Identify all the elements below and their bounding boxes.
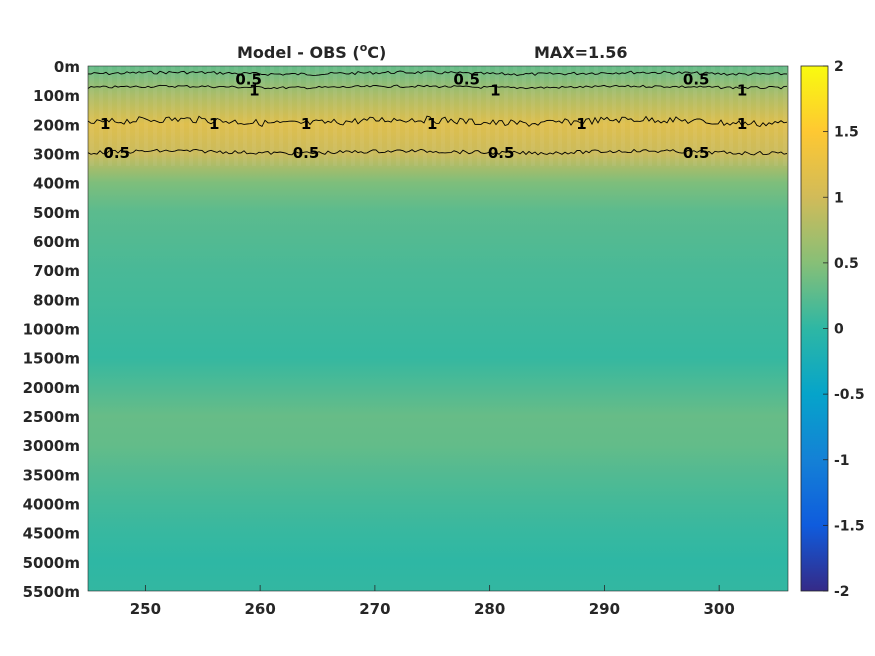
contour-label: 0.5 — [488, 144, 515, 162]
colorbar-tick-label: -2 — [834, 584, 850, 600]
heatmap-texture — [88, 66, 788, 166]
contour-label: 1 — [737, 115, 747, 133]
contour-label: 1 — [427, 115, 437, 133]
y-tick-label: 3500m — [23, 466, 80, 484]
x-tick-label: 260 — [244, 600, 275, 618]
y-tick-label: 400m — [33, 175, 80, 193]
colorbar-tick-label: 0 — [834, 322, 844, 338]
x-tick-label: 300 — [703, 600, 734, 618]
colorbar: 2 1.5 1 0.5 0 -0.5 -1 -1.5 -2 — [800, 59, 865, 600]
y-tick-label: 5500m — [23, 583, 80, 601]
y-tick-label: 600m — [33, 233, 80, 251]
colorbar-tick-label: 1.5 — [834, 125, 859, 141]
plot-area: 0.510.510.511 1 1 1 1 10.5 0.5 0.5 0.5 — [87, 65, 789, 592]
y-tick-label: 4000m — [23, 496, 80, 514]
colorbar-tick-label: -1.5 — [834, 518, 865, 534]
colorbar-tick-label: 1 — [834, 190, 844, 206]
colorbar-tick-label: 0.5 — [834, 256, 859, 272]
y-tick-label: 4500m — [23, 525, 80, 543]
contour-labels: 0.510.510.511 1 1 1 1 10.5 0.5 0.5 0.5 — [100, 70, 747, 162]
contour-line — [87, 84, 788, 90]
contour-label: 0.5 — [453, 70, 480, 88]
contour-label: 0.5 — [235, 70, 262, 88]
colorbar-tick-label: -0.5 — [834, 387, 865, 403]
x-tick-label: 250 — [130, 600, 161, 618]
max-label: MAX=1.56 — [534, 43, 628, 62]
y-tick-label: 5000m — [23, 554, 80, 572]
y-tick-label: 200m — [33, 116, 80, 134]
chart-title: Model - OBS (oC) — [237, 41, 386, 62]
colorbar-tick-label: -1 — [834, 453, 850, 469]
colorbar-ticks: 2 1.5 1 0.5 0 -0.5 -1 -1.5 -2 — [823, 59, 865, 600]
axes-frame — [87, 65, 789, 592]
contour-label: 0.5 — [103, 144, 130, 162]
contour-lines — [87, 70, 788, 156]
y-tick-label: 2000m — [23, 379, 80, 397]
contour-label: 0.5 — [293, 144, 320, 162]
x-tick-label: 280 — [474, 600, 505, 618]
y-tick-label: 300m — [33, 146, 80, 164]
contour-label: 1 — [301, 115, 311, 133]
contour-label: 1 — [209, 115, 219, 133]
y-tick-label: 2500m — [23, 408, 80, 426]
contour-label: 0.5 — [683, 144, 710, 162]
x-tick-label: 290 — [589, 600, 620, 618]
y-tick-label: 1000m — [23, 321, 80, 339]
y-tick-label: 1500m — [23, 350, 80, 368]
y-axis: 0m 100m 200m 300m 400m 500m 600m 700m 800m 1000m 1… — [23, 58, 80, 601]
contour-label: 1 — [737, 81, 747, 99]
y-tick-label: 0m — [54, 58, 80, 76]
colorbar-tick-label: 2 — [834, 59, 844, 75]
contour-label: 1 — [576, 115, 586, 133]
x-axis: 250 260 270 280 290 300 — [130, 585, 735, 618]
x-tick-label: 270 — [359, 600, 390, 618]
y-tick-label: 500m — [33, 204, 80, 222]
contour-line — [87, 70, 788, 76]
contour-line — [87, 115, 788, 128]
contour-label: 1 — [249, 81, 259, 99]
y-tick-label: 800m — [33, 291, 80, 309]
contour-line — [87, 148, 788, 156]
y-tick-label: 3000m — [23, 437, 80, 455]
y-tick-label: 700m — [33, 262, 80, 280]
y-tick-label: 100m — [33, 87, 80, 105]
contour-label: 1 — [490, 81, 500, 99]
contour-label: 0.5 — [683, 70, 710, 88]
contour-label: 1 — [100, 115, 110, 133]
